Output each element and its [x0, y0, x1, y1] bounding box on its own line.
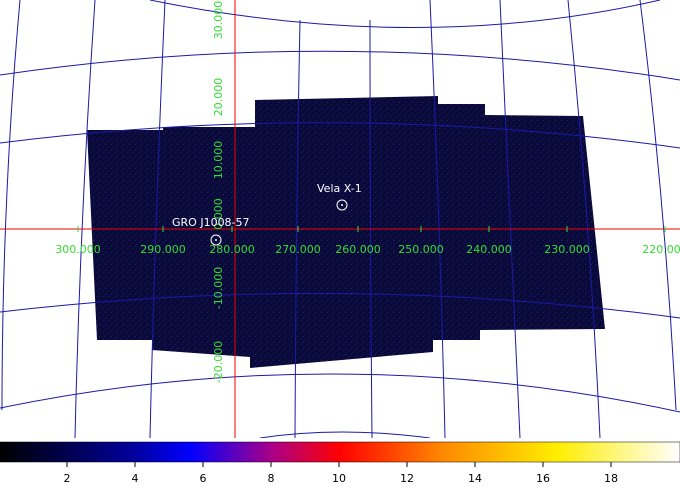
dec-label: -10.000	[212, 267, 225, 309]
source-marker	[210, 234, 222, 246]
ra-label: 300.000	[55, 243, 101, 256]
dec-label: 30.000	[212, 1, 225, 40]
ra-axis-labels: 300.000 290.000 280.000 270.000 260.000 250.0…	[55, 226, 680, 256]
ra-label: 250.000	[398, 243, 444, 256]
colorbar-label: 14	[468, 472, 482, 485]
dec-label: 20.000	[212, 78, 225, 117]
colorbar-label: 12	[400, 472, 414, 485]
source-marker-center	[215, 239, 217, 241]
source-label: GRO J1008-57	[172, 216, 250, 229]
colorbar-label: 18	[604, 472, 618, 485]
dec-label: 0.000	[212, 198, 225, 230]
ra-label: 290.000	[140, 243, 186, 256]
ra-label: 220.000	[642, 243, 680, 256]
ra-label: 270.000	[275, 243, 321, 256]
dec-axis-labels: 30.000 20.000 10.000 0.000 -10.000 -20.000	[212, 1, 225, 383]
colorbar-label: 2	[64, 472, 71, 485]
ra-label: 230.000	[544, 243, 590, 256]
ra-label: 280.000	[209, 243, 255, 256]
source-label: Vela X-1	[317, 182, 362, 195]
dec-label: 10.000	[212, 141, 225, 180]
source-marker	[336, 199, 348, 211]
exposure-field	[87, 96, 605, 368]
colorbar-label: 10	[332, 472, 346, 485]
colorbar-label: 6	[200, 472, 207, 485]
coordinate-grid	[0, 0, 680, 439]
colorbar-label: 16	[536, 472, 550, 485]
ra-label: 240.000	[466, 243, 512, 256]
dec-label: -20.000	[212, 341, 225, 383]
colorbar	[0, 441, 680, 463]
ra-label: 260.000	[335, 243, 381, 256]
source-marker-center	[341, 204, 343, 206]
colorbar-ticks: 2 4 6 8 10 12 14 16 18	[64, 462, 618, 485]
colorbar-label: 8	[268, 472, 275, 485]
colorbar-label: 4	[132, 472, 139, 485]
